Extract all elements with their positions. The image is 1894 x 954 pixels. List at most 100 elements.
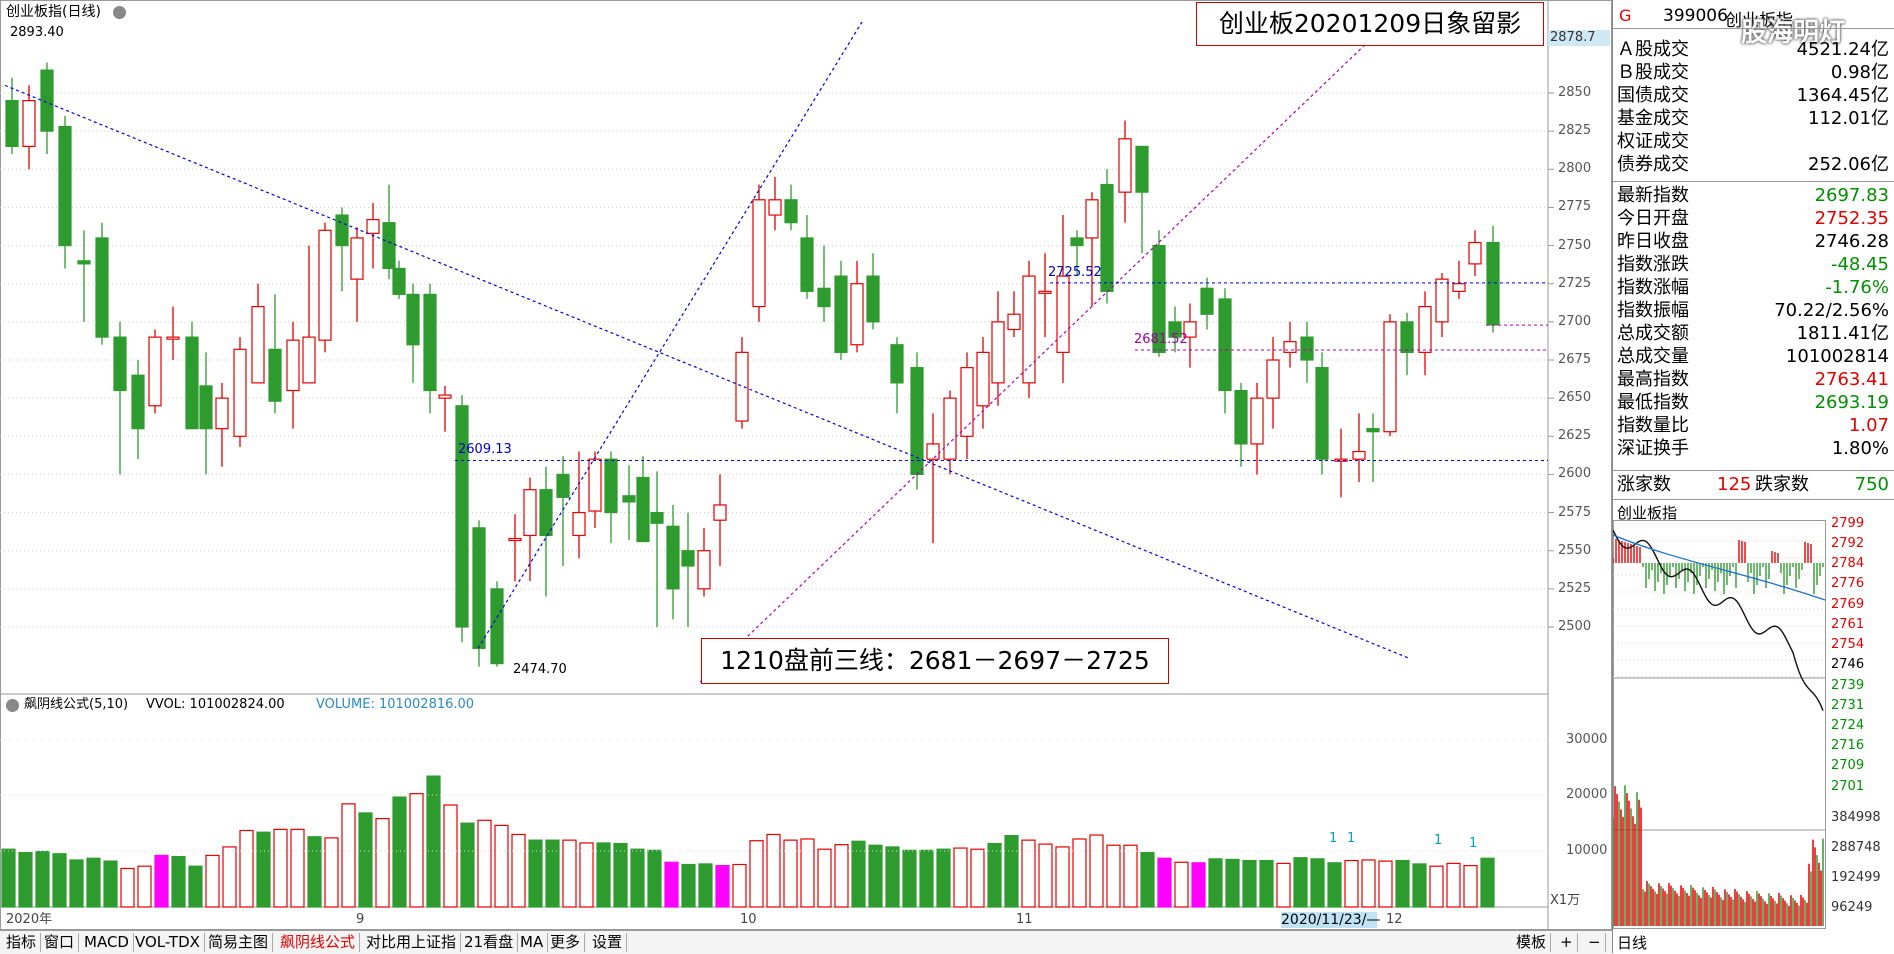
- candle-body: [1334, 458, 1348, 462]
- candle-body: [1168, 321, 1182, 338]
- volume-bar: [851, 840, 866, 908]
- tab-formula[interactable]: 飙阴线公式: [276, 933, 361, 952]
- quote-key: 基金成交: [1617, 108, 1689, 129]
- price-tick-label: 2850: [1558, 85, 1592, 100]
- candle-body: [991, 321, 1005, 384]
- rise-count: 125: [1717, 474, 1752, 495]
- mini-tick-label: 2724: [1831, 718, 1865, 733]
- intraday-mini-chart[interactable]: [1613, 520, 1894, 930]
- quote-value: 0.98亿: [1830, 62, 1889, 83]
- mini-tick-label: 384998: [1831, 810, 1881, 825]
- x-label-9: 9: [356, 912, 365, 927]
- volume-bar: [290, 828, 305, 908]
- chevron-down-icon[interactable]: [6, 699, 19, 712]
- volume-bar: [494, 824, 509, 908]
- mini-tick-label: 96249: [1831, 900, 1873, 915]
- zoom-in-button[interactable]: +: [1556, 933, 1578, 952]
- candle-body: [268, 348, 282, 402]
- volume-bar: [154, 854, 169, 908]
- volume-bar: [1123, 844, 1138, 908]
- quote-row: 指数量比 1.07: [1615, 414, 1891, 437]
- indicator-label: 飙阴线公式(5,10): [24, 697, 129, 712]
- candle-body: [302, 336, 316, 384]
- candle-body: [622, 495, 636, 503]
- volume-bar: [103, 860, 118, 908]
- vol-mark-4: 1: [1469, 836, 1478, 851]
- quote-row: Ａ股成交 4521.24亿: [1615, 38, 1891, 61]
- mini-tick-label: 2784: [1831, 556, 1865, 571]
- volume-bar: [35, 850, 50, 908]
- tab-vol-tdx[interactable]: VOL-TDX: [131, 933, 205, 952]
- volume-bar: [1429, 865, 1444, 908]
- candle-body: [438, 394, 452, 399]
- price-tick-label: 2650: [1558, 390, 1592, 406]
- candle-body: [1118, 138, 1132, 193]
- candle-body: [735, 351, 749, 422]
- tab-indicator[interactable]: 指标: [2, 933, 42, 952]
- candle-body: [508, 537, 522, 542]
- volume-bar: [205, 854, 220, 908]
- volume-bar: [1480, 857, 1495, 908]
- template-button[interactable]: 模板: [1512, 933, 1552, 952]
- volume-bar: [1, 848, 16, 908]
- quote-key: 最新指数: [1617, 185, 1689, 206]
- quote-value: 2752.35: [1814, 208, 1889, 229]
- price-tick-label: 2725: [1558, 275, 1592, 291]
- tab-more[interactable]: 更多: [546, 933, 586, 952]
- quote-value: 2697.83: [1814, 185, 1889, 206]
- candle-body: [95, 237, 109, 338]
- volume-bar: [1242, 859, 1257, 908]
- volume-bar: [1004, 834, 1019, 908]
- quote-value: 1.80%: [1831, 438, 1889, 459]
- volume-bar: [885, 846, 900, 908]
- candle-body: [752, 199, 766, 308]
- x-label-10: 10: [740, 912, 757, 927]
- volume-bar: [953, 847, 968, 908]
- volume-label: VOLUME: 101002816.00: [316, 697, 475, 712]
- volume-bar: [1463, 865, 1478, 908]
- rise-label: 涨家数: [1617, 474, 1671, 495]
- tab-compare[interactable]: 对比用上证指: [362, 933, 462, 952]
- tab-window[interactable]: 窗口: [40, 933, 80, 952]
- candle-body: [681, 550, 695, 567]
- chevron-down-icon[interactable]: [113, 6, 126, 19]
- mini-chart-title: 创业板指: [1617, 504, 1678, 522]
- candle-body: [1315, 367, 1329, 460]
- quote-row: 指数涨幅 -1.76%: [1615, 276, 1891, 299]
- tab-21[interactable]: 21看盘: [460, 933, 519, 952]
- candle-body: [713, 504, 727, 521]
- quote-value: 1811.41亿: [1796, 323, 1889, 344]
- volume-bar: [460, 822, 475, 908]
- tab-ma[interactable]: MA: [516, 933, 549, 952]
- stock-name: 创业板指: [1725, 11, 1793, 31]
- price-tick-label: 2775: [1558, 199, 1592, 215]
- candle-body: [910, 367, 924, 476]
- period-label[interactable]: 日线: [1617, 934, 1648, 952]
- tab-settings[interactable]: 设置: [588, 933, 628, 952]
- candle-body: [148, 336, 162, 407]
- candle-body: [1452, 283, 1466, 292]
- chart-canvas[interactable]: [0, 0, 1612, 930]
- quote-value: 2693.19: [1814, 392, 1889, 413]
- mini-tick-label: 2739: [1831, 678, 1865, 693]
- zoom-out-button[interactable]: −: [1584, 933, 1606, 952]
- candle-body: [523, 489, 537, 537]
- volume-bar: [1021, 839, 1036, 908]
- x-label-2020: 2020年: [6, 912, 53, 927]
- volume-bar: [817, 848, 832, 908]
- candle-body: [866, 275, 880, 323]
- candle-body: [1400, 321, 1414, 353]
- candle-body: [697, 550, 711, 590]
- quote-key: 今日开盘: [1617, 208, 1689, 229]
- quote-key: 指数振幅: [1617, 300, 1689, 321]
- low-price-label: 2474.70: [513, 662, 567, 677]
- tab-macd[interactable]: MACD: [80, 933, 134, 952]
- volume-bar: [1412, 863, 1427, 908]
- volume-bar: [52, 853, 67, 908]
- uptrend-line-steep: [477, 21, 863, 649]
- candle-body: [131, 374, 145, 430]
- candle-body: [1435, 278, 1449, 323]
- uptrend-line-shallow: [699, 39, 1371, 683]
- tab-simple-main[interactable]: 简易主图: [204, 933, 274, 952]
- candle-body: [392, 267, 406, 295]
